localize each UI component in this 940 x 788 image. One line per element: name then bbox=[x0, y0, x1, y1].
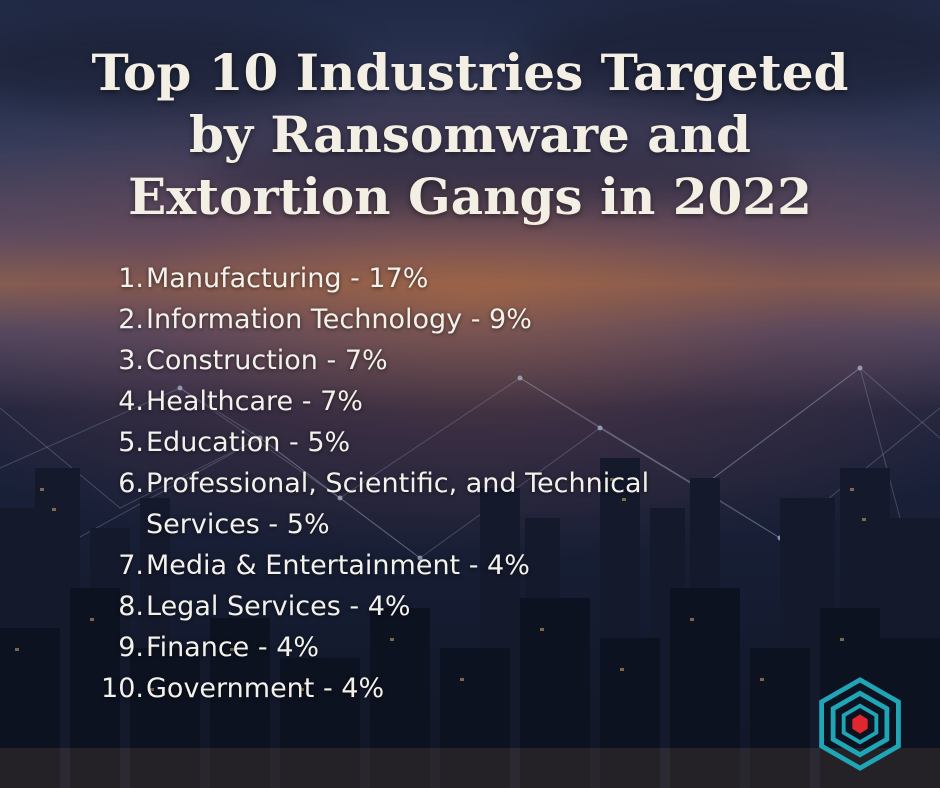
item-number: 3. bbox=[118, 345, 144, 376]
item-text: Government - 4% bbox=[146, 673, 385, 704]
item-text: Information Technology - 9% bbox=[146, 304, 532, 335]
city-skyline bbox=[0, 365, 940, 788]
list-item: 9. Finance - 4% bbox=[92, 627, 756, 668]
item-text: Finance - 4% bbox=[146, 632, 320, 663]
cloud bbox=[0, 20, 360, 110]
list-item: 1. Manufacturing - 17% bbox=[92, 258, 756, 299]
item-number: 6. bbox=[118, 468, 144, 499]
item-text: Education - 5% bbox=[146, 427, 351, 458]
list-item: 4. Healthcare - 7% bbox=[92, 381, 756, 422]
list-item: 7. Media & Entertainment - 4% bbox=[92, 545, 756, 586]
list-item: 3. Construction - 7% bbox=[92, 340, 756, 381]
item-text: Healthcare - 7% bbox=[146, 386, 363, 417]
list-item: 6. Professional, Scientific, and Technica… bbox=[92, 463, 756, 545]
item-number: 5. bbox=[118, 427, 144, 458]
cloud bbox=[200, 140, 800, 210]
item-text: Manufacturing - 17% bbox=[146, 263, 429, 294]
item-text: Legal Services - 4% bbox=[146, 591, 411, 622]
item-number: 10. bbox=[101, 673, 144, 704]
buildings-front bbox=[0, 588, 940, 788]
item-number: 2. bbox=[118, 304, 144, 335]
hexagon-logo-icon bbox=[819, 677, 901, 771]
item-number: 8. bbox=[118, 591, 144, 622]
title-line: by Ransomware and bbox=[189, 105, 751, 164]
item-text: Construction - 7% bbox=[146, 345, 388, 376]
list-item: 5. Education - 5% bbox=[92, 422, 756, 463]
lit-windows bbox=[15, 478, 866, 691]
item-text: Professional, Scientific, and Technical … bbox=[146, 468, 650, 540]
page-title: Top 10 Industries Targeted by Ransomware… bbox=[40, 42, 900, 228]
item-number: 1. bbox=[118, 263, 144, 294]
list-item: 2. Information Technology - 9% bbox=[92, 299, 756, 340]
title-line: Top 10 Industries Targeted bbox=[91, 43, 849, 102]
item-text: Media & Entertainment - 4% bbox=[146, 550, 530, 581]
industry-list: 1. Manufacturing - 17% 2. Information Tech… bbox=[92, 258, 756, 709]
title-line: Extortion Gangs in 2022 bbox=[128, 167, 812, 226]
item-number: 9. bbox=[118, 632, 144, 663]
list-item: 10. Government - 4% bbox=[92, 668, 756, 709]
item-number: 4. bbox=[118, 386, 144, 417]
list-item: 8. Legal Services - 4% bbox=[92, 586, 756, 627]
item-number: 7. bbox=[118, 550, 144, 581]
cloud bbox=[520, 0, 940, 110]
city-glow bbox=[0, 748, 940, 788]
